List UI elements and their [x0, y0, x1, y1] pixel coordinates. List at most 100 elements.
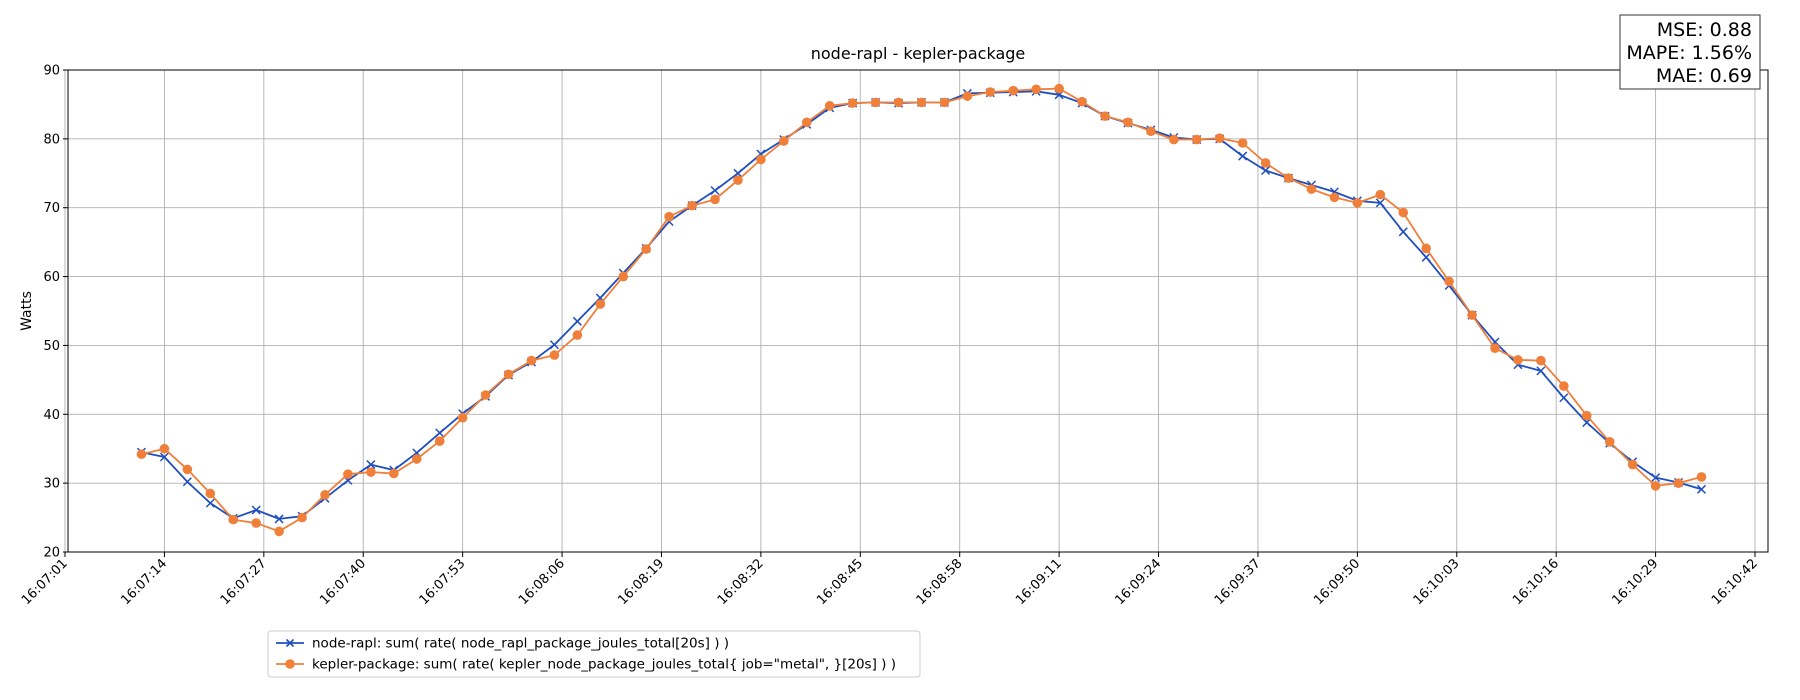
- x-tick-label: 16:08:58: [914, 556, 966, 608]
- data-point: [985, 87, 996, 97]
- data-point: [824, 101, 835, 111]
- data-point: [1031, 84, 1041, 95]
- data-point: [1329, 192, 1340, 203]
- data-point: [389, 468, 399, 479]
- data-point: [1444, 276, 1454, 287]
- data-point: [1077, 96, 1087, 107]
- data-point: [205, 488, 216, 499]
- y-tick-label: 70: [43, 201, 60, 216]
- data-point: [205, 498, 215, 508]
- legend-label-node-rapl: node-rapl: sum( rate( node_rapl_package_…: [312, 636, 729, 652]
- series-1: [136, 83, 1707, 537]
- data-point: [549, 340, 559, 350]
- data-point: [618, 271, 629, 282]
- x-tick-label: 16:10:29: [1610, 556, 1662, 608]
- legend-marker-kepler-package: [285, 659, 295, 669]
- data-point: [1169, 134, 1179, 145]
- data-point: [893, 97, 904, 108]
- data-point: [572, 330, 583, 340]
- data-point: [1421, 252, 1431, 262]
- data-point: [1100, 111, 1110, 121]
- data-point: [457, 412, 468, 423]
- data-point: [1536, 355, 1546, 366]
- data-point: [549, 350, 560, 360]
- data-point: [733, 175, 743, 185]
- data-point: [159, 443, 170, 454]
- y-tick-label: 50: [43, 339, 60, 354]
- data-point: [366, 460, 376, 470]
- legend-entry-node-rapl: node-rapl: sum( rate( node_rapl_package_…: [276, 636, 729, 652]
- x-tick-label: 16:08:06: [516, 556, 568, 608]
- data-point: [801, 117, 812, 128]
- data-point: [962, 91, 973, 101]
- data-point: [343, 469, 353, 479]
- data-point: [1214, 133, 1225, 143]
- data-point: [572, 316, 582, 326]
- data-point: [1513, 355, 1523, 365]
- data-point: [1054, 83, 1064, 94]
- data-point: [503, 369, 514, 380]
- axis-ticks: 16:07:01 16:07:14 16:07:27 16:07:40 16:07:53…: [19, 64, 1761, 609]
- x-tick-label: 16:10:16: [1510, 556, 1562, 608]
- grid: [64, 69, 1768, 553]
- stats-mae: MAE: 0.69: [1656, 65, 1752, 87]
- data-point: [182, 477, 192, 487]
- chart-title: node-rapl - kepler-package: [811, 44, 1026, 63]
- data-point: [274, 526, 284, 537]
- data-point: [480, 390, 491, 400]
- data-point: [1375, 189, 1386, 200]
- stats-box-frame: [1619, 14, 1761, 90]
- data-point: [1008, 85, 1019, 96]
- x-tick-label: 16:07:01: [19, 556, 71, 608]
- data-point: [1627, 459, 1638, 470]
- series-0: [136, 86, 1707, 524]
- data-point: [366, 467, 376, 477]
- data-point: [870, 97, 881, 108]
- y-tick-label: 30: [43, 477, 60, 492]
- x-tick-label: 16:07:14: [118, 556, 170, 608]
- data-point: [1581, 410, 1592, 421]
- stats-mape: MAPE: 1.56%: [1626, 42, 1752, 64]
- data-point: [1536, 366, 1546, 376]
- x-tick-label: 16:07:40: [317, 556, 369, 608]
- data-point: [274, 514, 284, 524]
- x-tick-label: 16:09:50: [1311, 556, 1363, 608]
- y-tick-label: 20: [43, 546, 60, 561]
- series-layer: [136, 83, 1707, 537]
- stats-box: MSE: 0.88 MAPE: 1.56% MAE: 0.69: [1619, 14, 1761, 90]
- data-point: [756, 154, 766, 165]
- data-point: [641, 244, 651, 254]
- data-point: [1650, 481, 1661, 491]
- y-axis-label: Watts: [19, 291, 35, 331]
- data-point: [1352, 198, 1363, 208]
- x-tick-label: 16:08:45: [814, 556, 866, 608]
- data-point: [1651, 473, 1661, 483]
- data-point: [182, 464, 193, 475]
- data-point: [1238, 151, 1248, 161]
- data-point: [939, 97, 950, 108]
- series-line: [141, 90, 1702, 520]
- x-tick-label: 16:09:24: [1112, 556, 1164, 608]
- legend-entry-kepler-package: kepler-package: sum( rate( kepler_node_p…: [276, 657, 896, 673]
- x-tick-label: 16:09:11: [1013, 556, 1065, 608]
- data-point: [251, 505, 261, 515]
- data-point: [1260, 158, 1271, 168]
- data-point: [1146, 126, 1156, 137]
- data-point: [1261, 166, 1271, 176]
- data-point: [297, 512, 307, 523]
- legend: node-rapl: sum( rate( node_rapl_package_…: [267, 630, 921, 678]
- x-tick-label: 16:08:19: [615, 556, 667, 608]
- data-point: [1490, 343, 1500, 353]
- data-point: [159, 452, 169, 462]
- data-point: [251, 518, 261, 528]
- stats-mse: MSE: 0.88: [1657, 19, 1752, 41]
- data-point: [1559, 381, 1569, 391]
- data-point: [1696, 472, 1707, 482]
- data-point: [1283, 173, 1294, 183]
- data-point: [1398, 207, 1409, 218]
- data-point: [779, 136, 789, 146]
- data-point: [664, 211, 674, 222]
- data-point: [710, 185, 720, 196]
- data-point: [1696, 484, 1707, 494]
